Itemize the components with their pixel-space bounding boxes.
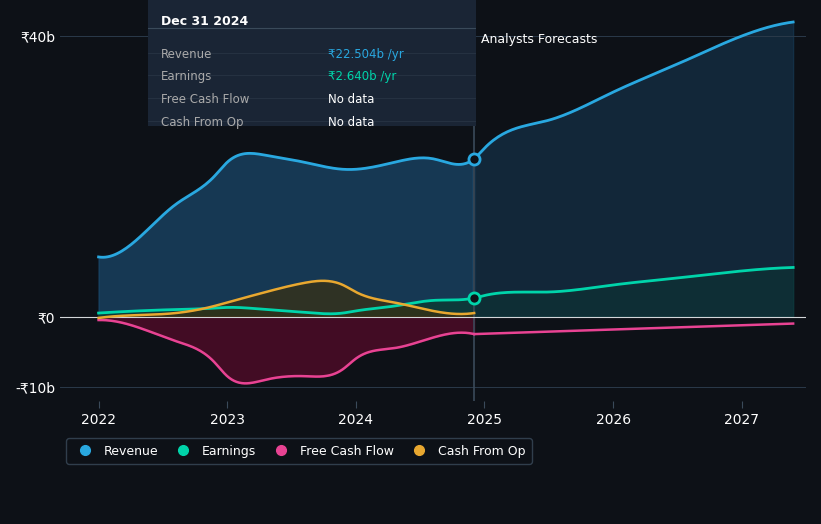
Text: Analysts Forecasts: Analysts Forecasts [480, 32, 597, 46]
Text: Dec 31 2024: Dec 31 2024 [161, 15, 248, 28]
Text: No data: No data [328, 116, 374, 129]
Text: ₹22.504b /yr: ₹22.504b /yr [328, 48, 404, 61]
Text: Free Cash Flow: Free Cash Flow [161, 93, 250, 106]
Text: Cash From Op: Cash From Op [161, 116, 243, 129]
Text: ₹2.640b /yr: ₹2.640b /yr [328, 70, 397, 83]
Legend: Revenue, Earnings, Free Cash Flow, Cash From Op: Revenue, Earnings, Free Cash Flow, Cash … [67, 439, 532, 464]
Text: Past: Past [442, 32, 468, 46]
Text: Earnings: Earnings [161, 70, 213, 83]
Text: Revenue: Revenue [161, 48, 213, 61]
Text: No data: No data [328, 93, 374, 106]
